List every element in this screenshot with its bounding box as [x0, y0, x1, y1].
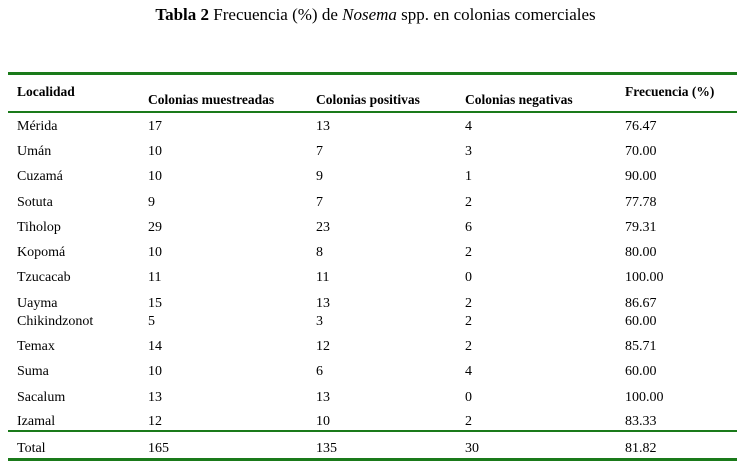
table-label: Tabla 2	[155, 5, 210, 24]
cell-frecuencia: 77.78	[625, 195, 657, 210]
cell-localidad: Cuzamá	[17, 169, 63, 184]
header-frecuencia: Frecuencia (%)	[625, 84, 715, 99]
cell-positivas: 9	[316, 169, 323, 184]
cell-negativas: 0	[465, 270, 472, 285]
cell-muestreadas: 29	[148, 220, 162, 235]
cell-positivas: 3	[316, 314, 323, 329]
cell-positivas: 10	[316, 414, 330, 429]
cell-muestreadas: 10	[148, 364, 162, 379]
cell-localidad: Sotuta	[17, 195, 53, 210]
cell-muestreadas: 10	[148, 169, 162, 184]
table-top-rule	[8, 72, 737, 75]
cell-negativas: 2	[465, 245, 472, 260]
caption-text-after: spp. en colonias comerciales	[396, 5, 596, 24]
cell-positivas: 13	[316, 296, 330, 311]
total-positivas: 135	[316, 441, 337, 456]
cell-localidad: Kopomá	[17, 245, 66, 260]
caption-text-before: Frecuencia (%) de	[209, 5, 343, 24]
cell-localidad: Izamal	[17, 414, 56, 429]
cell-frecuencia: 70.00	[625, 144, 657, 159]
header-rule	[8, 111, 737, 113]
cell-muestreadas: 5	[148, 314, 155, 329]
header-colonias-muestreadas: Colonias muestreadas	[148, 92, 275, 107]
cell-frecuencia: 90.00	[625, 169, 657, 184]
cell-muestreadas: 10	[148, 245, 162, 260]
cell-positivas: 13	[316, 119, 330, 134]
cell-frecuencia: 79.31	[625, 220, 657, 235]
cell-negativas: 2	[465, 339, 472, 354]
header-colonias-positivas: Colonias positivas	[316, 92, 420, 107]
cell-positivas: 11	[316, 270, 330, 285]
cell-positivas: 12	[316, 339, 330, 354]
cell-frecuencia: 86.67	[625, 296, 657, 311]
cell-negativas: 3	[465, 144, 472, 159]
cell-frecuencia: 83.33	[625, 414, 657, 429]
cell-localidad: Umán	[17, 144, 52, 159]
cell-localidad: Mérida	[17, 119, 58, 134]
cell-frecuencia: 76.47	[625, 119, 657, 134]
cell-negativas: 4	[465, 119, 472, 134]
total-negativas: 30	[465, 441, 479, 456]
total-rule	[8, 430, 737, 432]
cell-localidad: Suma	[17, 364, 49, 379]
cell-positivas: 13	[316, 390, 330, 405]
cell-muestreadas: 17	[148, 119, 162, 134]
cell-muestreadas: 12	[148, 414, 162, 429]
cell-localidad: Tzucacab	[17, 270, 71, 285]
header-colonias-negativas: Colonias negativas	[465, 92, 573, 107]
cell-negativas: 1	[465, 169, 472, 184]
cell-negativas: 6	[465, 220, 472, 235]
cell-localidad: Tiholop	[17, 220, 61, 235]
cell-muestreadas: 10	[148, 144, 162, 159]
cell-frecuencia: 100.00	[625, 390, 664, 405]
cell-muestreadas: 14	[148, 339, 162, 354]
cell-localidad: Uayma	[17, 296, 58, 311]
cell-localidad: Chikindzonot	[17, 314, 94, 329]
cell-frecuencia: 100.00	[625, 270, 664, 285]
total-muestreadas: 165	[148, 441, 169, 456]
table-bottom-rule	[8, 458, 737, 461]
cell-frecuencia: 60.00	[625, 314, 657, 329]
total-label: Total	[17, 441, 46, 456]
cell-positivas: 7	[316, 144, 323, 159]
cell-negativas: 2	[465, 414, 472, 429]
cell-positivas: 23	[316, 220, 330, 235]
cell-negativas: 0	[465, 390, 472, 405]
cell-negativas: 4	[465, 364, 472, 379]
cell-positivas: 6	[316, 364, 323, 379]
cell-muestreadas: 13	[148, 390, 162, 405]
cell-negativas: 2	[465, 296, 472, 311]
caption-italic: Nosema	[342, 5, 397, 24]
cell-localidad: Temax	[17, 339, 55, 354]
header-localidad: Localidad	[17, 84, 75, 99]
cell-muestreadas: 11	[148, 270, 162, 285]
cell-negativas: 2	[465, 195, 472, 210]
cell-frecuencia: 85.71	[625, 339, 657, 354]
cell-positivas: 8	[316, 245, 323, 260]
table-caption: Tabla 2 Frecuencia (%) de Nosema spp. en…	[0, 4, 751, 26]
cell-positivas: 7	[316, 195, 323, 210]
cell-muestreadas: 15	[148, 296, 162, 311]
cell-frecuencia: 60.00	[625, 364, 657, 379]
cell-localidad: Sacalum	[17, 390, 66, 405]
cell-frecuencia: 80.00	[625, 245, 657, 260]
cell-negativas: 2	[465, 314, 472, 329]
cell-muestreadas: 9	[148, 195, 155, 210]
total-frecuencia: 81.82	[625, 441, 657, 456]
